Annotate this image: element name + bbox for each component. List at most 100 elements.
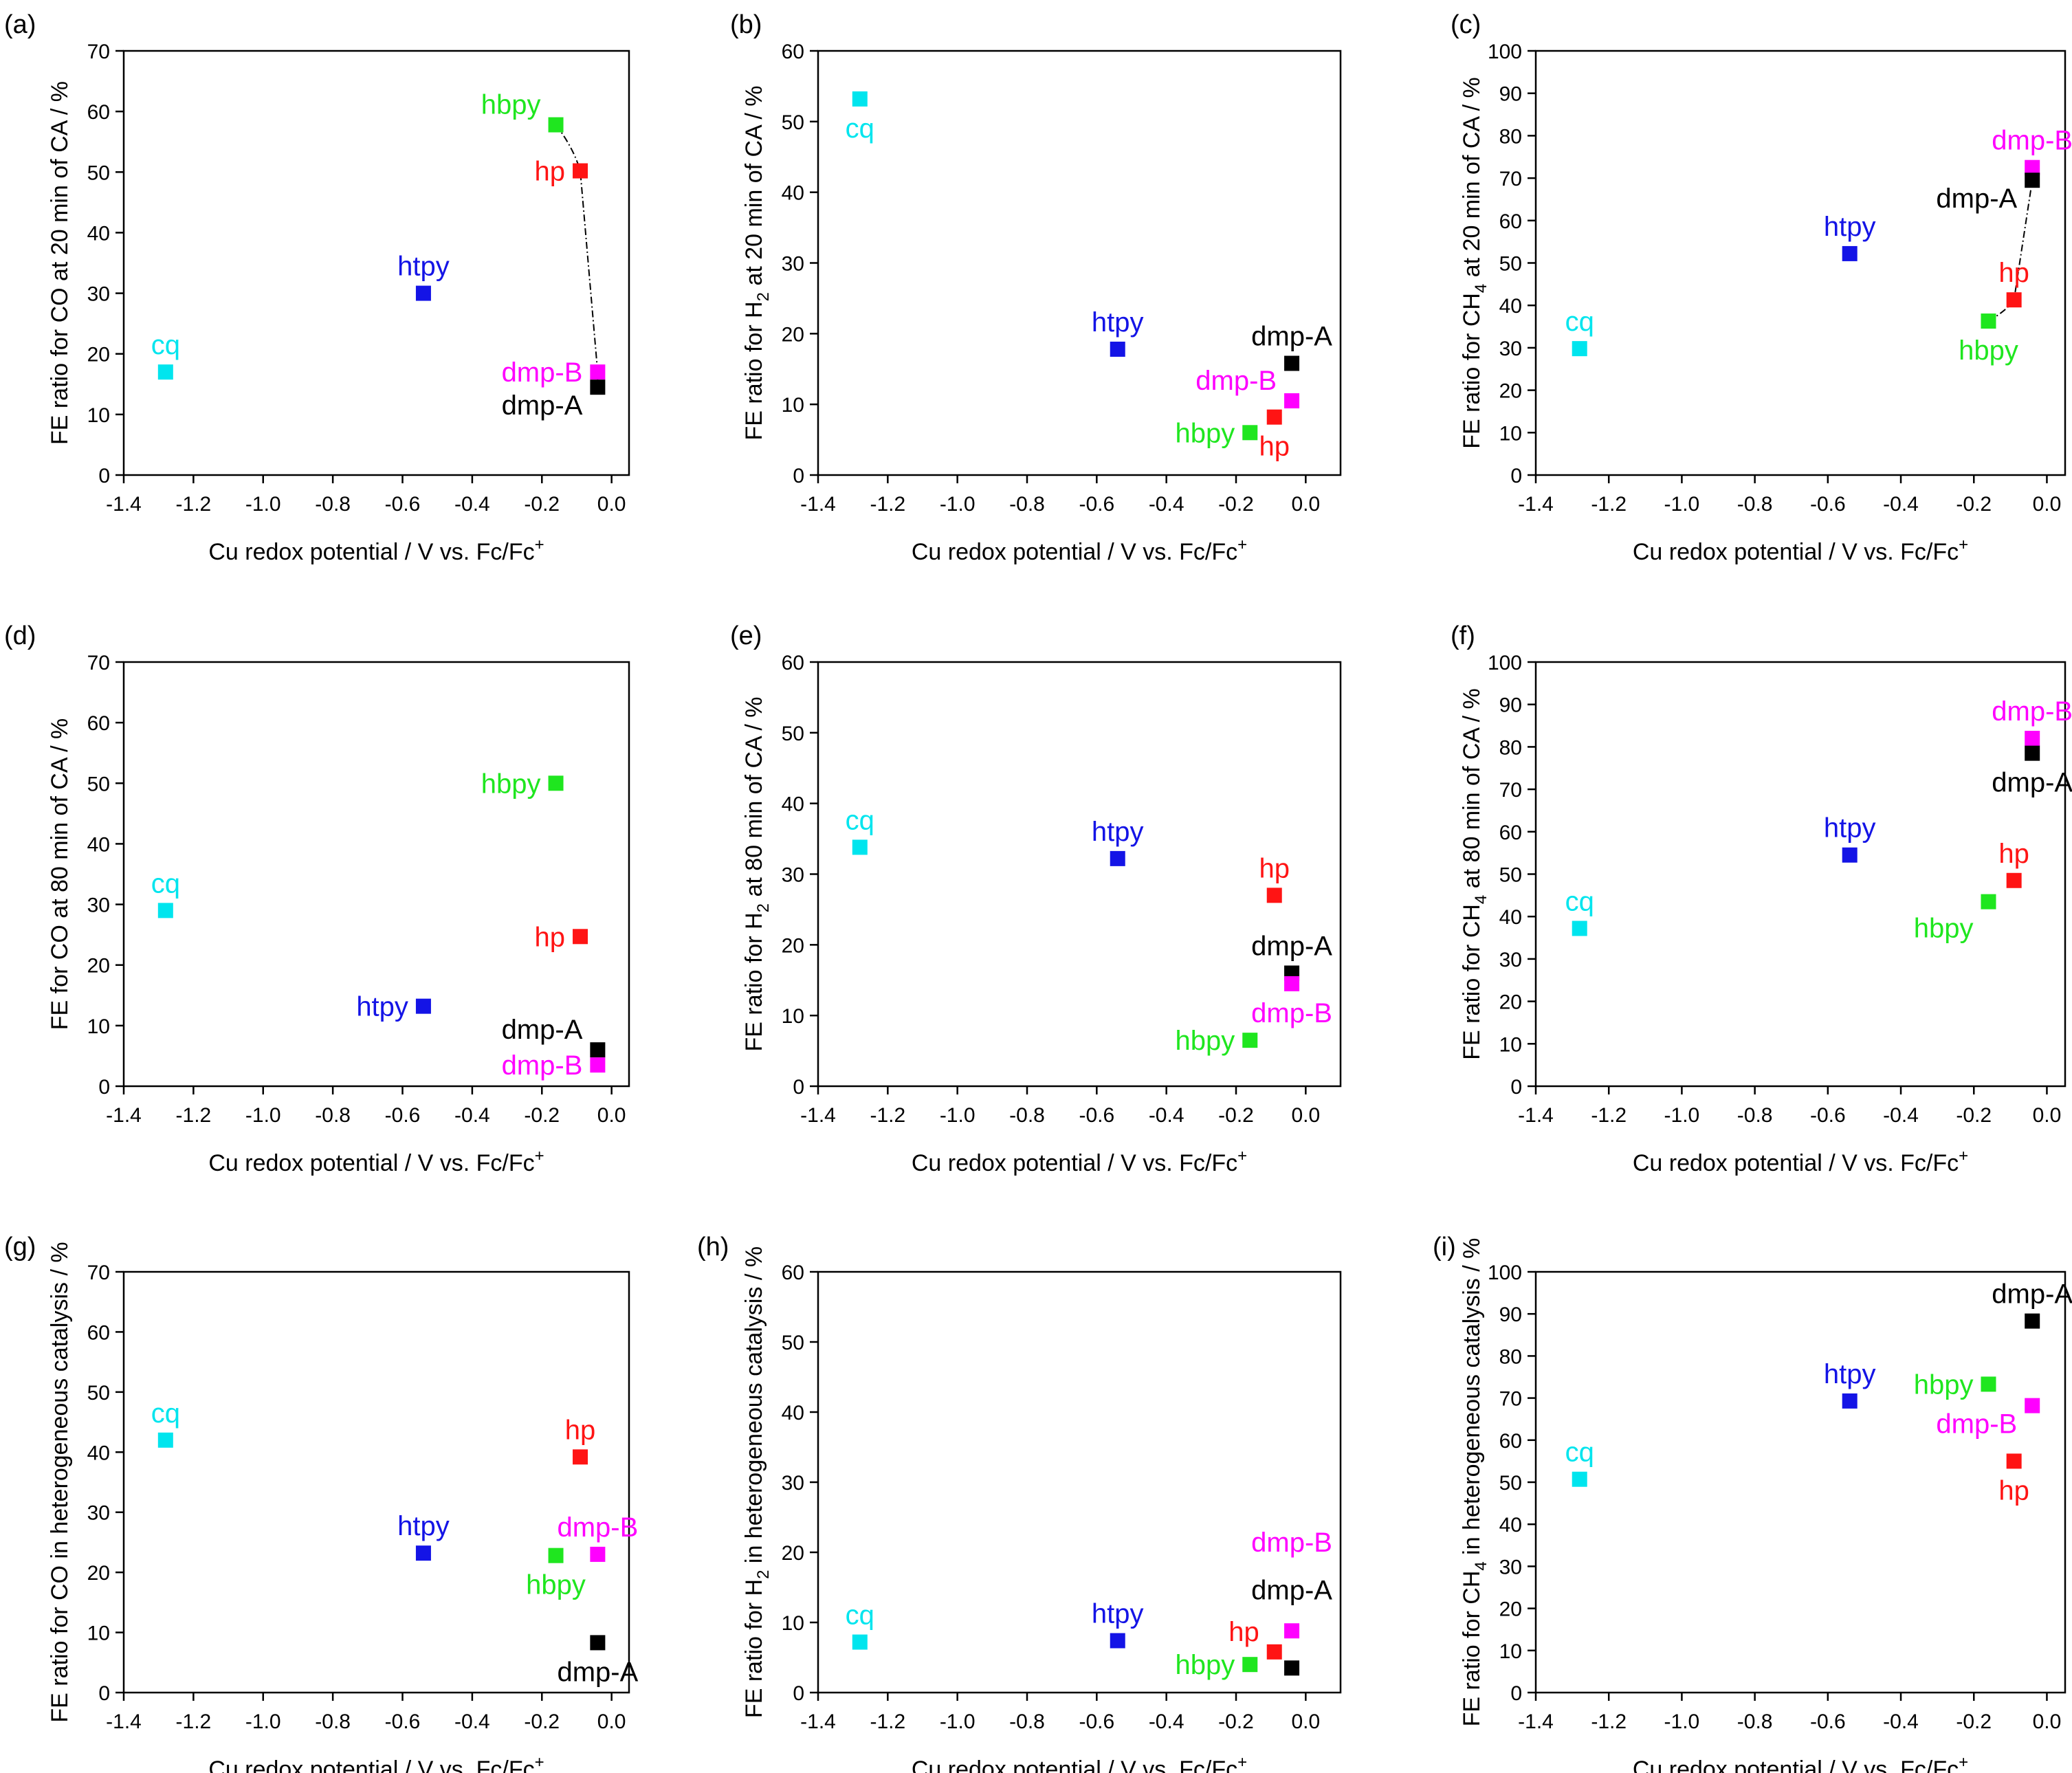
y-tick-label: 20 bbox=[782, 323, 804, 346]
y-axis-title-text: in heterogeneous catalysis / % bbox=[741, 1246, 767, 1570]
y-tick-label: 80 bbox=[1499, 736, 1522, 759]
x-tick-label: -0.6 bbox=[1810, 1710, 1846, 1733]
x-tick-label: 0.0 bbox=[2033, 1104, 2062, 1127]
x-tick-label: -0.6 bbox=[1079, 1104, 1114, 1127]
point-label-dmp-A: dmp-A bbox=[1992, 1279, 2072, 1310]
data-point-htpy bbox=[1110, 341, 1125, 357]
x-tick-label: -1.2 bbox=[176, 493, 212, 516]
data-point-hp bbox=[573, 163, 588, 179]
data-point-hp bbox=[2006, 872, 2022, 888]
point-label-htpy: htpy bbox=[1092, 817, 1144, 847]
data-point-htpy bbox=[1842, 847, 1858, 863]
chart-panel: -1.4 -1.2 -1.0 -0.8 -0.6 -0.4 -0.2 0.0 0 10 20 30 40… bbox=[1433, 1233, 2072, 1773]
point-label-cq: cq bbox=[846, 113, 874, 144]
data-point-cq bbox=[157, 364, 173, 380]
x-tick-label: 0.0 bbox=[2033, 1710, 2062, 1733]
x-tick-label: -0.8 bbox=[1009, 1104, 1045, 1127]
y-tick-label: 0 bbox=[793, 465, 804, 487]
x-tick-label: -0.4 bbox=[1883, 1710, 1919, 1733]
x-tick-label: -0.6 bbox=[1810, 493, 1846, 516]
chart-panel: -1.4 -1.2 -1.0 -0.8 -0.6 -0.4 -0.2 0.0 0 10 20 30 40… bbox=[1451, 10, 2072, 565]
point-label-hp: hp bbox=[1228, 1617, 1259, 1647]
x-axis-title-text: Cu redox potential / V vs. Fc/Fc bbox=[912, 1757, 1237, 1773]
y-tick-label: 0 bbox=[793, 1076, 804, 1099]
y-tick-label: 70 bbox=[87, 41, 110, 63]
x-axis-title-sup: + bbox=[535, 1753, 544, 1772]
plot-frame bbox=[1534, 661, 2067, 1088]
y-tick-label: 40 bbox=[782, 182, 804, 205]
point-label-htpy: htpy bbox=[1824, 212, 1876, 242]
y-tick-label: 100 bbox=[1488, 652, 1522, 674]
x-tick-label: -1.0 bbox=[1664, 493, 1700, 516]
y-tick-label: 60 bbox=[782, 41, 804, 63]
data-point-dmp-B bbox=[2025, 731, 2040, 747]
y-tick-label: 30 bbox=[1499, 949, 1522, 971]
y-tick-label: 60 bbox=[87, 101, 110, 124]
x-tick-label: -0.8 bbox=[1009, 493, 1045, 516]
y-axis-title: FE for CO at 80 min of CA / % bbox=[47, 718, 73, 1031]
x-axis-title-sup: + bbox=[1959, 1147, 1968, 1165]
x-tick-label: -0.4 bbox=[1883, 1104, 1919, 1127]
y-tick-label: 90 bbox=[1499, 1303, 1522, 1326]
data-point-hp bbox=[2006, 1453, 2022, 1469]
data-point-dmp-A bbox=[1284, 1660, 1300, 1676]
y-axis-title: FE ratio for CH4 at 20 min of CA / % bbox=[1459, 77, 1490, 449]
chart-panel: -1.4 -1.2 -1.0 -0.8 -0.6 -0.4 -0.2 0.0 0 10 20 30 40… bbox=[4, 1233, 639, 1773]
point-label-cq: cq bbox=[1565, 1438, 1594, 1468]
panel-label: (g) bbox=[4, 1233, 36, 1262]
x-tick-label: 0.0 bbox=[1291, 1104, 1320, 1127]
y-tick-label: 40 bbox=[1499, 295, 1522, 318]
x-tick-label: -1.0 bbox=[1664, 1104, 1700, 1127]
data-point-htpy bbox=[1842, 245, 1858, 261]
data-point-cq bbox=[1572, 1471, 1587, 1487]
y-tick-label: 30 bbox=[87, 1502, 110, 1525]
data-point-hp bbox=[1266, 888, 1282, 903]
point-label-dmp-A: dmp-A bbox=[1936, 184, 2017, 214]
point-label-dmp-B: dmp-B bbox=[1251, 1528, 1332, 1558]
plot-frame bbox=[817, 1270, 1342, 1694]
y-tick-label: 90 bbox=[1499, 83, 1522, 106]
point-label-hbpy: hbpy bbox=[1959, 335, 2018, 366]
point-label-hbpy: hbpy bbox=[526, 1570, 586, 1600]
x-tick-label: -0.8 bbox=[1737, 1104, 1773, 1127]
x-axis-title-text: Cu redox potential / V vs. Fc/Fc bbox=[208, 1150, 534, 1176]
data-point-hbpy bbox=[548, 117, 564, 133]
data-point-hp bbox=[2006, 292, 2022, 308]
x-tick-label: -0.8 bbox=[1737, 1710, 1773, 1733]
point-label-dmp-A: dmp-A bbox=[1251, 931, 1332, 961]
data-point-hbpy bbox=[1981, 313, 1996, 329]
data-point-cq bbox=[852, 91, 868, 107]
y-tick-label: 50 bbox=[782, 723, 804, 745]
x-tick-label: -1.2 bbox=[1591, 1104, 1627, 1127]
x-tick-label: 0.0 bbox=[1291, 1710, 1320, 1733]
y-tick-label: 60 bbox=[782, 652, 804, 674]
point-label-cq: cq bbox=[846, 805, 874, 835]
y-tick-label: 100 bbox=[1488, 1262, 1522, 1284]
y-axis-title: FE ratio for CO at 20 min of CA / % bbox=[47, 81, 73, 445]
x-axis-title-text: Cu redox potential / V vs. Fc/Fc bbox=[1633, 1150, 1959, 1176]
x-tick-label: -1.2 bbox=[870, 1710, 905, 1733]
chart-panel: -1.4 -1.2 -1.0 -0.8 -0.6 -0.4 -0.2 0.0 0 10 20 30 40… bbox=[4, 10, 630, 565]
panel-label: (f) bbox=[1451, 621, 1475, 650]
x-tick-label: -1.0 bbox=[245, 1104, 281, 1127]
point-label-dmp-A: dmp-A bbox=[1992, 768, 2072, 798]
y-tick-label: 60 bbox=[1499, 822, 1522, 844]
x-tick-label: -0.6 bbox=[385, 1104, 421, 1127]
x-tick-label: -0.2 bbox=[524, 493, 560, 516]
x-tick-label: -1.4 bbox=[1518, 1710, 1554, 1733]
point-label-hp: hp bbox=[1259, 432, 1290, 462]
x-tick-label: -0.4 bbox=[1883, 493, 1919, 516]
x-tick-label: -0.8 bbox=[1737, 493, 1773, 516]
y-tick-label: 40 bbox=[87, 222, 110, 245]
x-tick-label: -0.2 bbox=[524, 1104, 560, 1127]
y-axis-title-text: FE ratio for H bbox=[741, 912, 767, 1051]
point-label-hbpy: hbpy bbox=[481, 769, 541, 799]
data-point-htpy bbox=[415, 285, 431, 301]
x-tick-label: -1.4 bbox=[1518, 1104, 1554, 1127]
y-tick-label: 0 bbox=[1510, 1076, 1522, 1099]
y-tick-label: 40 bbox=[1499, 906, 1522, 929]
x-axis-title: Cu redox potential / V vs. Fc/Fc+ bbox=[1633, 1147, 1968, 1176]
y-tick-label: 60 bbox=[1499, 210, 1522, 233]
x-tick-label: -1.0 bbox=[245, 493, 281, 516]
y-axis-title-text: FE ratio for CH bbox=[1459, 904, 1485, 1060]
